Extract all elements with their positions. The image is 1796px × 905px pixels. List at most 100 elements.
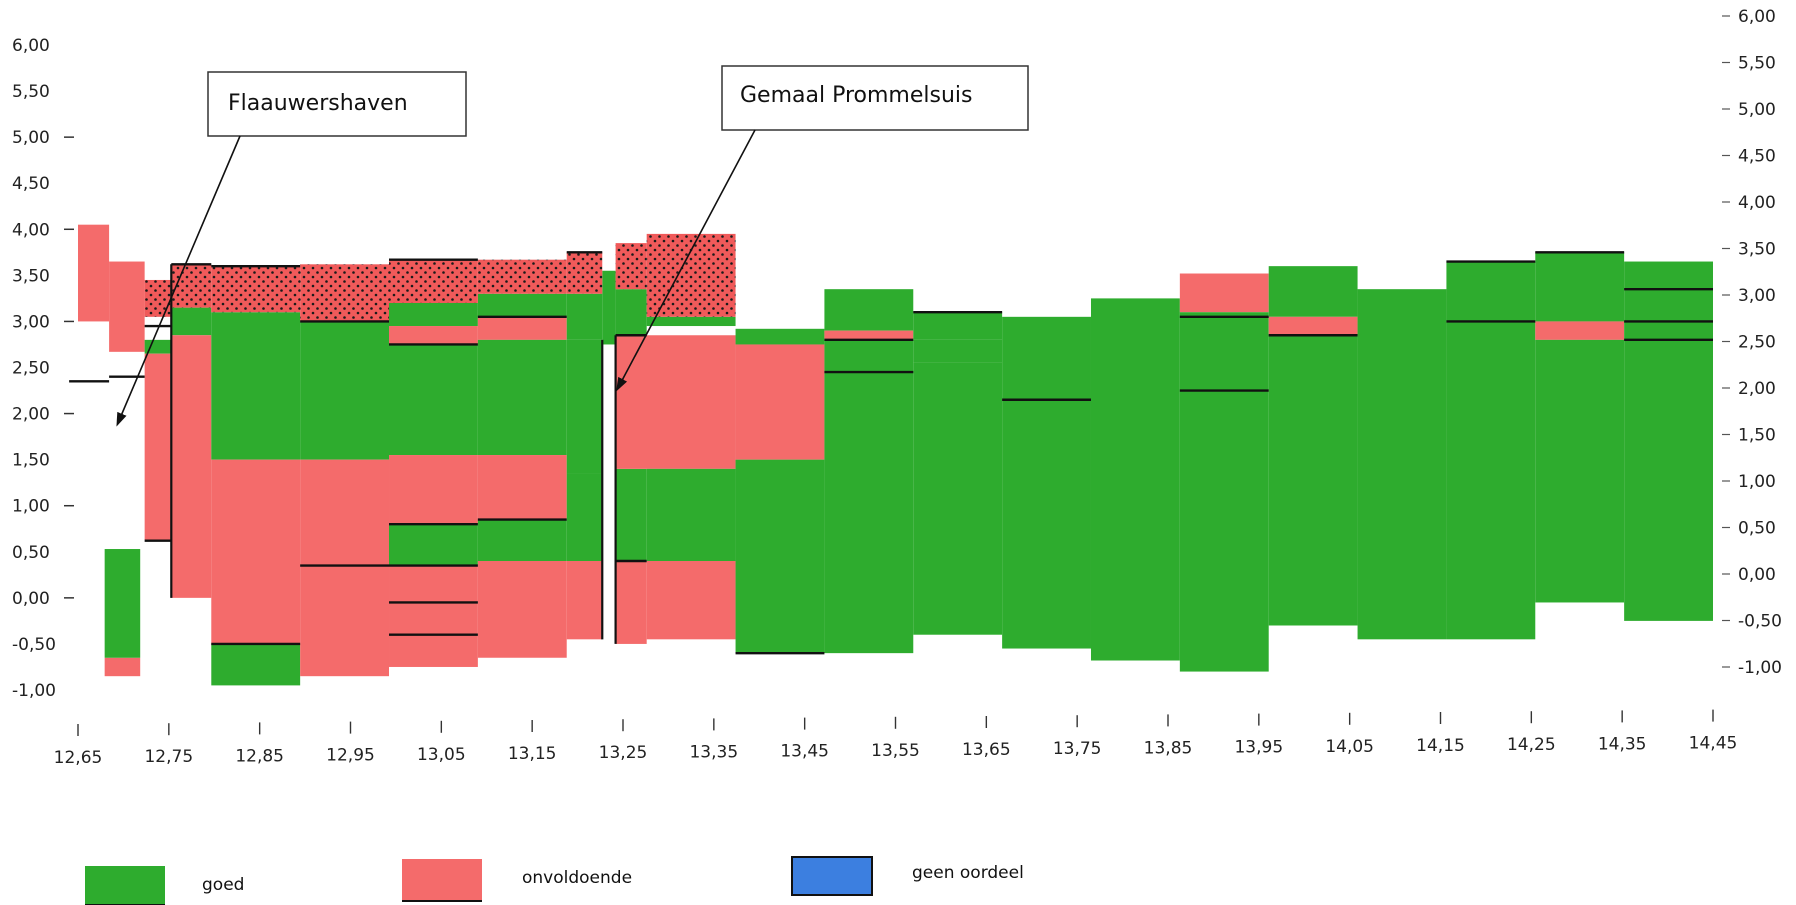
y-tick-right-2: 5,00 (1738, 100, 1776, 120)
y-tick-right-9: 1,50 (1738, 426, 1776, 446)
dotted-block-5 (477, 259, 567, 294)
block-14 (389, 303, 478, 327)
block-26 (566, 293, 603, 340)
callout-arrow (616, 129, 756, 392)
callout-label: Flaauwershaven (228, 91, 408, 116)
y-axis-left: 6,00 5,50 5,00 4,50 4,00 3,50 3,00 2,50 2,00 1,50… (12, 36, 74, 701)
block-15 (389, 326, 478, 345)
x-axis: 12,65 12,75 12,85 12,95 13,05 13,15 13,25 13,35… (54, 709, 1738, 768)
block-56 (1446, 261, 1536, 640)
y-tick-left-12: 0,00 (12, 589, 50, 609)
legend-swatch-onvoldoende (402, 859, 482, 901)
y-tick-left-6: 3,00 (12, 312, 50, 332)
block-25 (477, 561, 567, 658)
dotted-layer (144, 233, 736, 322)
block-31 (615, 289, 647, 336)
x-tick-12: 13,85 (1144, 738, 1193, 758)
x-tick-1: 12,75 (144, 747, 193, 767)
block-58 (1535, 321, 1625, 340)
legend-label-geen-oordeel: geen oordeel (912, 863, 1024, 883)
dotted-block-6 (566, 252, 603, 294)
y-tick-right-7: 2,50 (1738, 333, 1776, 353)
x-tick-0: 12,65 (54, 748, 103, 768)
block-8 (211, 312, 301, 460)
block-11 (300, 321, 390, 460)
y-tick-left-0: 6,00 (12, 36, 50, 56)
legend-swatch-goed (85, 866, 165, 905)
x-tick-5: 13,15 (508, 744, 557, 764)
block-30 (602, 270, 616, 345)
block-20 (477, 293, 567, 317)
y-tick-right-0: 6,00 (1738, 7, 1776, 27)
y-tick-left-9: 1,50 (12, 451, 50, 471)
y-tick-left-3: 4,50 (12, 174, 50, 194)
block-46 (913, 339, 1003, 363)
callout-gemaal-prommelsuis: Gemaal Prommelsuis (616, 65, 1029, 392)
y-tick-right-6: 3,00 (1738, 286, 1776, 306)
block-57 (1535, 252, 1625, 322)
block-40 (735, 344, 825, 460)
block-19 (389, 565, 478, 667)
y-tick-left-4: 4,00 (12, 220, 50, 240)
dotted-block-1 (171, 264, 212, 308)
block-29 (566, 561, 603, 640)
y-tick-left-14: -1,00 (12, 681, 56, 701)
lines-layer (69, 251, 1713, 655)
x-tick-18: 14,45 (1689, 734, 1738, 754)
x-tick-17: 14,35 (1598, 734, 1647, 754)
block-51 (1179, 312, 1269, 672)
block-48 (1002, 316, 1091, 649)
y-tick-left-8: 2,00 (12, 405, 50, 425)
block-60 (1624, 261, 1713, 621)
y-tick-left-1: 5,50 (12, 82, 50, 102)
block-44 (824, 339, 914, 654)
dotted-block-8 (646, 233, 736, 317)
block-52 (1268, 266, 1358, 317)
block-17 (389, 455, 478, 525)
y-tick-left-10: 1,00 (12, 497, 50, 517)
block-3 (104, 549, 141, 658)
y-tick-right-5: 3,50 (1738, 240, 1776, 260)
block-6 (171, 307, 212, 336)
y-tick-right-12: 0,00 (1738, 565, 1776, 585)
block-24 (477, 519, 567, 561)
block-49 (1090, 298, 1180, 661)
callout-box (207, 71, 467, 137)
block-43 (824, 330, 914, 340)
block-18 (389, 524, 478, 566)
block-42 (824, 289, 914, 331)
block-16 (389, 344, 478, 456)
y-tick-left-2: 5,00 (12, 128, 50, 148)
legend-label-goed: goed (202, 875, 244, 895)
x-tick-10: 13,65 (962, 740, 1011, 760)
x-tick-13: 13,95 (1234, 738, 1283, 758)
y-tick-right-10: 1,00 (1738, 472, 1776, 492)
x-tick-14: 14,05 (1325, 737, 1374, 757)
callout-arrow (116, 135, 241, 427)
x-tick-2: 12,85 (235, 746, 284, 766)
x-tick-8: 13,45 (780, 742, 829, 762)
y-tick-right-13: -0,50 (1738, 612, 1782, 632)
block-50 (1179, 273, 1269, 313)
x-tick-9: 13,55 (871, 741, 920, 761)
y-tick-right-11: 0,50 (1738, 519, 1776, 539)
legend-label-onvoldoende: onvoldoende (522, 868, 632, 888)
y-tick-right-8: 2,00 (1738, 379, 1776, 399)
dotted-block-2 (211, 266, 301, 313)
dotted-block-7 (615, 243, 647, 290)
y-tick-right-3: 4,50 (1738, 147, 1776, 167)
block-12 (300, 459, 390, 566)
y-tick-right-14: -1,00 (1738, 658, 1782, 678)
y-tick-left-13: -0,50 (12, 635, 56, 655)
callout-label: Gemaal Prommelsuis (740, 83, 972, 108)
dotted-block-0 (144, 279, 172, 317)
block-55 (1357, 289, 1447, 640)
y-tick-left-5: 3,50 (12, 266, 50, 286)
block-47 (913, 362, 1003, 635)
y-tick-right-1: 5,50 (1738, 54, 1776, 74)
y-tick-right-4: 4,00 (1738, 193, 1776, 213)
block-34 (615, 561, 647, 644)
block-7 (171, 335, 212, 598)
legend-swatch-geen-oordeel (791, 856, 873, 896)
